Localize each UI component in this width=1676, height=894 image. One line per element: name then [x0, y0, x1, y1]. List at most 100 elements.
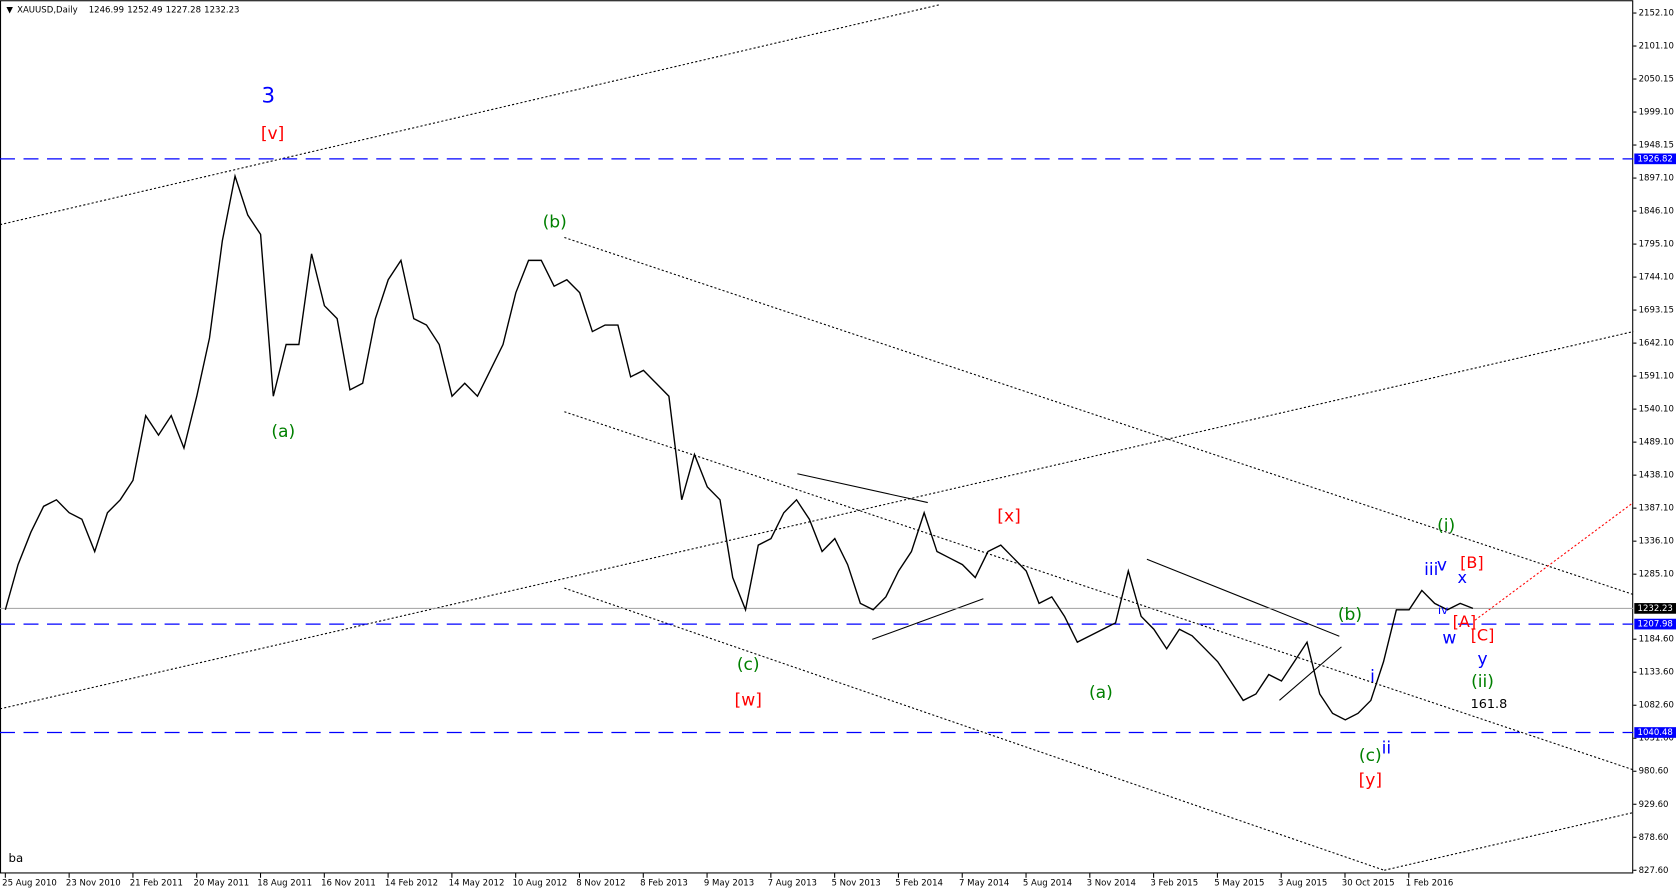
wave-label: [C]	[1471, 626, 1495, 645]
y-tick-label: 1387.10	[1639, 504, 1674, 514]
price-line	[4, 173, 1474, 721]
wave-label: i	[1370, 667, 1375, 687]
level-label-box	[1634, 153, 1676, 165]
wave-label: [x]	[997, 506, 1020, 526]
x-tick-label: 7 Aug 2013	[768, 879, 817, 889]
x-tick-label: 3 Feb 2015	[1150, 879, 1198, 889]
y-tick-label: 980.60	[1639, 767, 1669, 777]
wave-label: iv	[1438, 603, 1448, 617]
x-tick-label: 25 Aug 2010	[2, 879, 57, 889]
x-tick-label: 8 Nov 2012	[576, 879, 625, 889]
triangle-line	[872, 598, 984, 640]
x-tick-label: 18 Aug 2011	[257, 879, 312, 889]
x-tick-label: 30 Oct 2015	[1342, 879, 1395, 889]
y-tick-label: 878.60	[1639, 833, 1669, 843]
level-label-box	[1634, 618, 1676, 630]
x-tick-label: 5 Aug 2014	[1023, 879, 1072, 889]
wave-label: iii	[1424, 560, 1438, 580]
x-tick-label: 10 Aug 2012	[512, 879, 567, 889]
x-tick-label: 3 Nov 2014	[1087, 879, 1136, 889]
trendline	[0, 331, 1634, 710]
y-tick-label: 1642.10	[1639, 339, 1674, 349]
symbol-marker: ▼	[6, 5, 13, 15]
x-tick-label: 5 Nov 2013	[831, 879, 880, 889]
trendlines	[0, 3, 1634, 871]
triangle-line	[797, 473, 928, 504]
wave-label: [w]	[735, 690, 762, 710]
y-tick-label: 1948.15	[1639, 141, 1674, 151]
x-tick-label: 8 Feb 2013	[640, 879, 688, 889]
wedge-line	[1146, 558, 1340, 637]
y-tick-label: 2050.15	[1639, 75, 1674, 85]
y-tick-label: 929.60	[1639, 800, 1669, 810]
y-tick-label: 1031.60	[1639, 734, 1674, 744]
wave-label: [A]	[1453, 612, 1476, 631]
x-tick-label: 14 Feb 2012	[385, 879, 438, 889]
y-tick-label: 1133.60	[1639, 668, 1674, 678]
projection-line	[1474, 502, 1634, 621]
wave-label: [B]	[1460, 553, 1483, 572]
wave-label: 161.8	[1471, 697, 1508, 712]
wave-label: (b)	[543, 213, 567, 233]
y-tick-label: 1285.10	[1639, 570, 1674, 580]
y-tick-label: 1184.60	[1639, 635, 1674, 645]
wave-label: [v]	[261, 124, 284, 144]
wave-label: (c)	[737, 655, 760, 675]
wave-label: [y]	[1359, 770, 1382, 790]
x-tick-label: 1 Feb 2016	[1406, 879, 1454, 889]
y-tick-label: 1744.10	[1639, 273, 1674, 283]
x-tick-label: 14 May 2012	[449, 879, 505, 889]
wave-label: 3	[261, 83, 275, 108]
y-tick-label: 1846.10	[1639, 207, 1674, 217]
current-price-label: 1232.23	[1638, 604, 1673, 614]
y-tick-label: 1540.10	[1639, 405, 1674, 415]
level-label: 1040.48	[1638, 728, 1673, 738]
y-tick-label: 2101.10	[1639, 42, 1674, 52]
y-tick-label: 1795.10	[1639, 240, 1674, 250]
x-tick-label: 5 May 2015	[1214, 879, 1264, 889]
wave-label: x	[1457, 568, 1466, 587]
ohlc-value: 1246.99	[89, 5, 124, 15]
trendline	[564, 587, 1385, 871]
wave-label: ii	[1382, 738, 1392, 758]
wave-label: (b)	[1338, 605, 1362, 625]
ohlc-value: 1252.49	[127, 5, 162, 15]
y-tick-label: 1897.10	[1639, 174, 1674, 184]
x-tick-label: 16 Nov 2011	[321, 879, 376, 889]
y-tick-label: 1336.10	[1639, 537, 1674, 547]
current-price-box	[1634, 603, 1676, 614]
y-tick-label: 827.60	[1639, 866, 1669, 876]
x-tick-label: 9 May 2013	[704, 879, 754, 889]
wedge-line	[1279, 646, 1342, 701]
corner-text: ba	[9, 851, 24, 865]
wave-label: v	[1437, 556, 1447, 576]
y-tick-label: 1693.15	[1639, 306, 1674, 316]
x-tick-label: 23 Nov 2010	[66, 879, 121, 889]
plot-frame	[0, 0, 1634, 874]
x-tick-label: 21 Feb 2011	[130, 879, 183, 889]
trendline	[0, 3, 941, 226]
wave-label: (a)	[1089, 683, 1113, 703]
y-tick-label: 1438.10	[1639, 471, 1674, 481]
wave-label: w	[1442, 628, 1456, 648]
ohlc-value: 1232.23	[204, 5, 239, 15]
y-tick-label: 1591.10	[1639, 372, 1674, 382]
level-label: 1926.82	[1638, 154, 1673, 164]
x-tick-label: 7 May 2014	[959, 879, 1009, 889]
ohlc-value: 1227.28	[166, 5, 201, 15]
wave-label: (ii)	[1471, 672, 1494, 692]
x-tick-label: 5 Feb 2014	[895, 879, 943, 889]
wave-label: y	[1477, 650, 1487, 670]
y-tick-label: 1082.60	[1639, 701, 1674, 711]
wave-label: (a)	[271, 422, 295, 442]
wave-label: (c)	[1359, 746, 1382, 766]
x-tick-label: 3 Aug 2015	[1278, 879, 1327, 889]
wave-label: (i)	[1437, 516, 1455, 536]
y-tick-label: 2152.10	[1639, 9, 1674, 19]
y-tick-label: 1489.10	[1639, 438, 1674, 448]
level-label: 1207.98	[1638, 620, 1673, 630]
symbol: XAUUSD,Daily	[17, 5, 78, 15]
